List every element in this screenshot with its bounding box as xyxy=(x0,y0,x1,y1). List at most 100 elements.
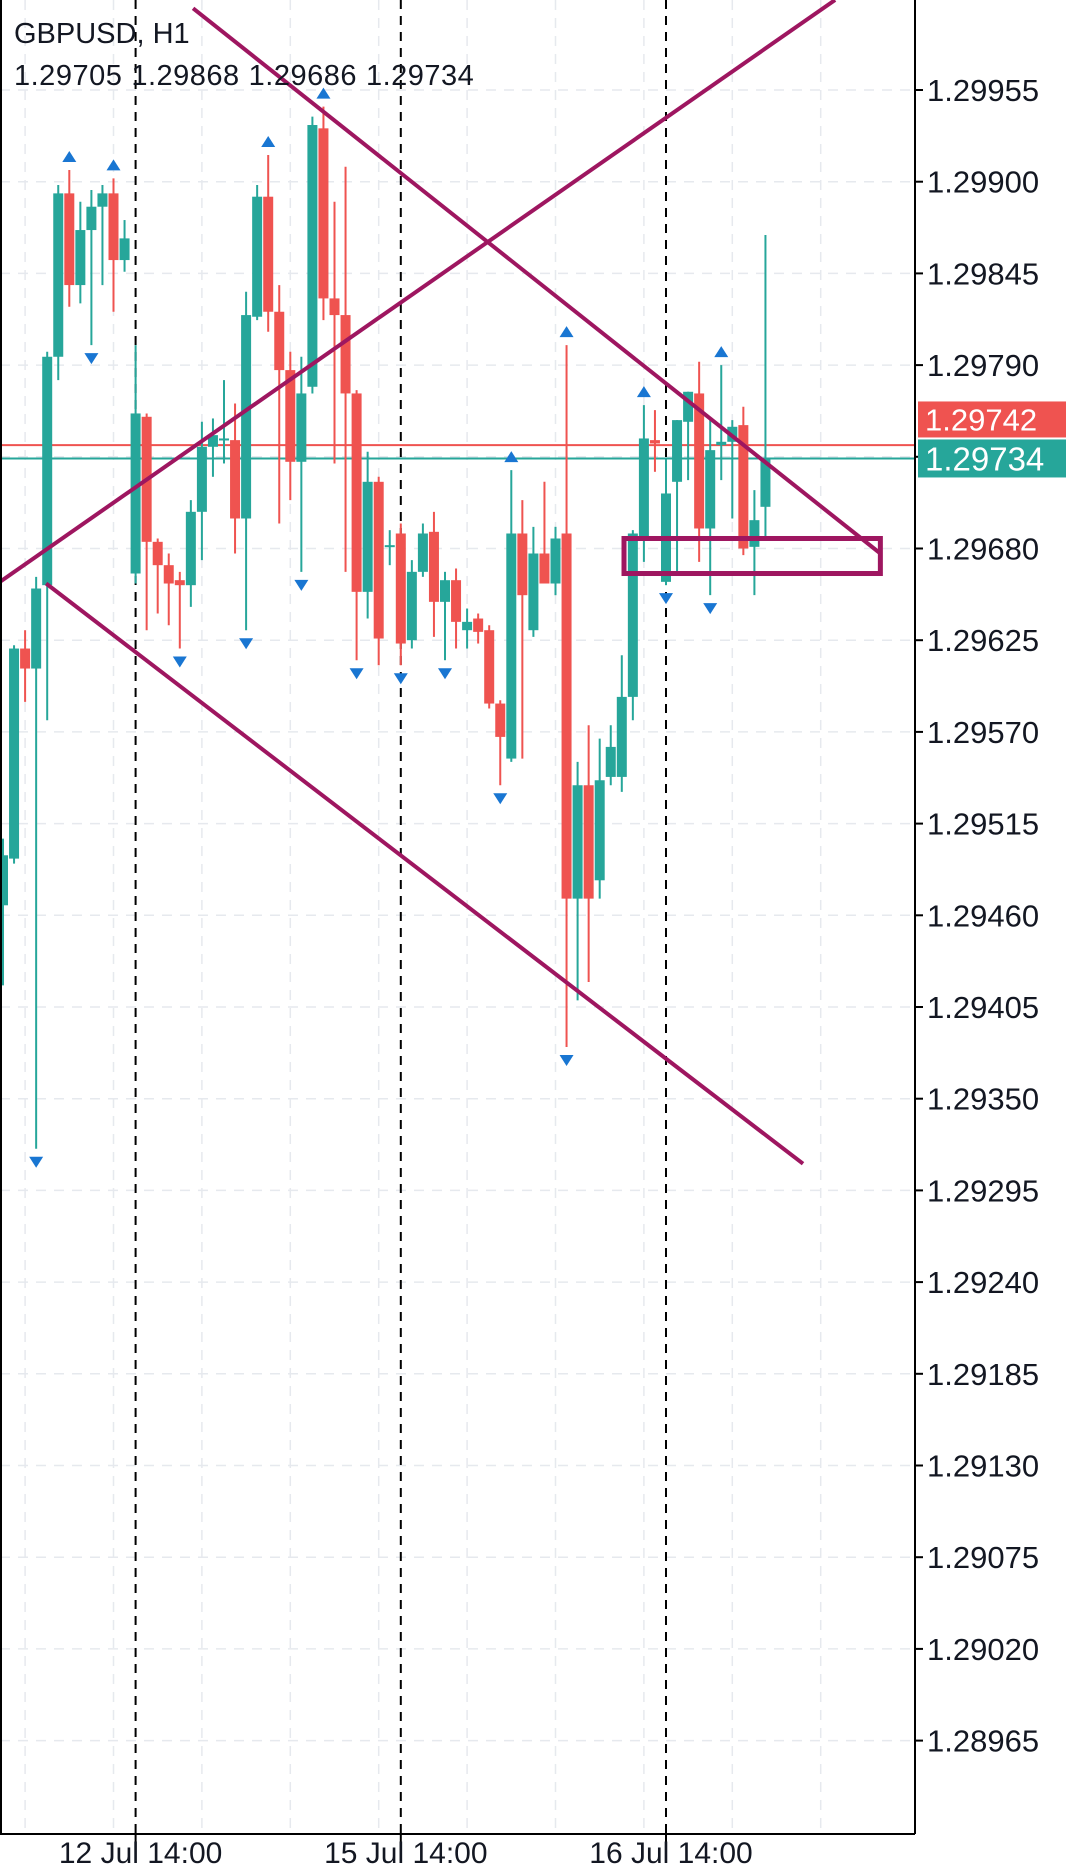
candle-bearish xyxy=(285,351,296,501)
candle-bullish xyxy=(705,418,716,596)
candle-bullish xyxy=(196,421,207,561)
candle-body xyxy=(86,206,97,231)
price-axis-label: 1.29680 xyxy=(927,532,1039,567)
candle-body xyxy=(296,393,307,462)
candle-bullish xyxy=(627,530,638,721)
candle-bearish xyxy=(263,155,274,332)
candle-body xyxy=(174,580,185,586)
ohlc-high: 1.29868 xyxy=(131,60,240,92)
candle-body xyxy=(42,356,53,586)
candle-bullish xyxy=(119,220,130,272)
candle-body xyxy=(462,621,473,631)
candle-body xyxy=(406,571,417,641)
candle-bullish xyxy=(594,738,605,899)
candle-bearish xyxy=(694,361,705,562)
candle-body xyxy=(362,481,373,592)
candle-body xyxy=(495,703,506,737)
candle-bullish xyxy=(462,608,473,649)
candle-body xyxy=(152,541,163,566)
fractal-down-arrow-icon xyxy=(659,593,673,605)
candle-body xyxy=(185,511,196,586)
candle-bearish xyxy=(20,630,31,702)
candle-body xyxy=(384,545,395,548)
candle-bullish xyxy=(296,356,307,572)
candle-body xyxy=(196,446,207,512)
trendline-ascending xyxy=(0,0,837,585)
time-axis-label: 15 Jul 14:00 xyxy=(324,1837,487,1864)
candle-body xyxy=(163,565,174,584)
candle-body xyxy=(230,440,241,519)
fractal-down-arrow-icon xyxy=(29,1156,44,1168)
candle-bearish xyxy=(539,481,550,584)
candle-bullish xyxy=(53,185,64,381)
candle-body xyxy=(64,193,75,286)
candle-body xyxy=(473,618,484,632)
candle-body xyxy=(705,450,716,529)
candle-body xyxy=(395,533,406,644)
price-axis-label: 1.29185 xyxy=(927,1357,1039,1392)
candle-bearish xyxy=(583,725,594,982)
candle-body xyxy=(373,481,384,639)
candle-body xyxy=(119,238,130,261)
candle-body xyxy=(285,370,296,462)
ohlc-low: 1.29686 xyxy=(248,60,357,92)
candle-body xyxy=(583,785,594,899)
price-axis-label: 1.29625 xyxy=(927,623,1039,658)
candle-body xyxy=(75,230,86,286)
candle-bearish xyxy=(329,201,340,464)
candle-bearish xyxy=(451,568,462,649)
candle-bullish xyxy=(760,235,771,539)
candle-bearish xyxy=(274,285,285,524)
candle-body xyxy=(20,648,31,669)
candle-bearish xyxy=(108,178,119,312)
candle-bullish xyxy=(528,526,539,637)
symbol-timeframe-title: GBPUSD, H1 xyxy=(14,18,190,50)
fractal-down-arrow-icon xyxy=(703,603,718,615)
candle-bullish xyxy=(185,500,196,607)
candle-body xyxy=(616,696,627,777)
price-axis-label: 1.29295 xyxy=(927,1173,1039,1208)
candle-bullish xyxy=(42,351,53,721)
candle-bullish xyxy=(605,725,616,786)
fractal-up-arrow-icon xyxy=(316,87,331,99)
candle-bullish xyxy=(86,190,97,346)
candle-bearish xyxy=(428,511,439,637)
candle-bearish xyxy=(373,476,384,666)
candle-body xyxy=(53,193,64,357)
fractal-down-arrow-icon xyxy=(493,793,508,805)
price-axis-label: 1.29075 xyxy=(927,1540,1039,1575)
candle-bullish xyxy=(384,530,395,566)
trendline-descending-lower xyxy=(44,581,805,1166)
candle-bullish xyxy=(672,420,683,574)
candle-bearish xyxy=(340,166,351,572)
fractal-up-arrow-icon xyxy=(714,346,729,358)
candle-body xyxy=(274,311,285,371)
candle-body xyxy=(207,435,218,447)
candle-body xyxy=(539,553,550,584)
candle-body xyxy=(683,391,694,422)
candle-bearish xyxy=(517,500,528,759)
candle-body xyxy=(528,553,539,631)
candle-body xyxy=(638,438,649,541)
ask-price-tag xyxy=(918,401,1066,438)
fractal-down-arrow-icon xyxy=(438,668,452,680)
candle-bullish xyxy=(0,838,8,986)
candle-bullish xyxy=(440,571,450,661)
candle-bearish xyxy=(351,390,362,661)
fractal-down-arrow-icon xyxy=(559,1055,574,1067)
candle-body xyxy=(307,125,318,387)
candle-bullish xyxy=(572,761,583,1001)
fractal-down-arrow-icon xyxy=(239,638,254,650)
candle-bullish xyxy=(75,201,86,304)
ohlc-close: 1.29734 xyxy=(365,60,475,92)
fractal-down-arrow-icon xyxy=(172,656,187,668)
price-axis-label: 1.29240 xyxy=(927,1265,1039,1300)
candle-bullish xyxy=(130,345,141,584)
candle-bullish xyxy=(749,490,760,596)
bid-price-tag xyxy=(918,439,1066,478)
candle-bullish xyxy=(31,576,42,1149)
price-axis-label: 1.29130 xyxy=(927,1449,1039,1484)
candle-body xyxy=(561,533,572,899)
candle-bearish xyxy=(395,523,406,666)
